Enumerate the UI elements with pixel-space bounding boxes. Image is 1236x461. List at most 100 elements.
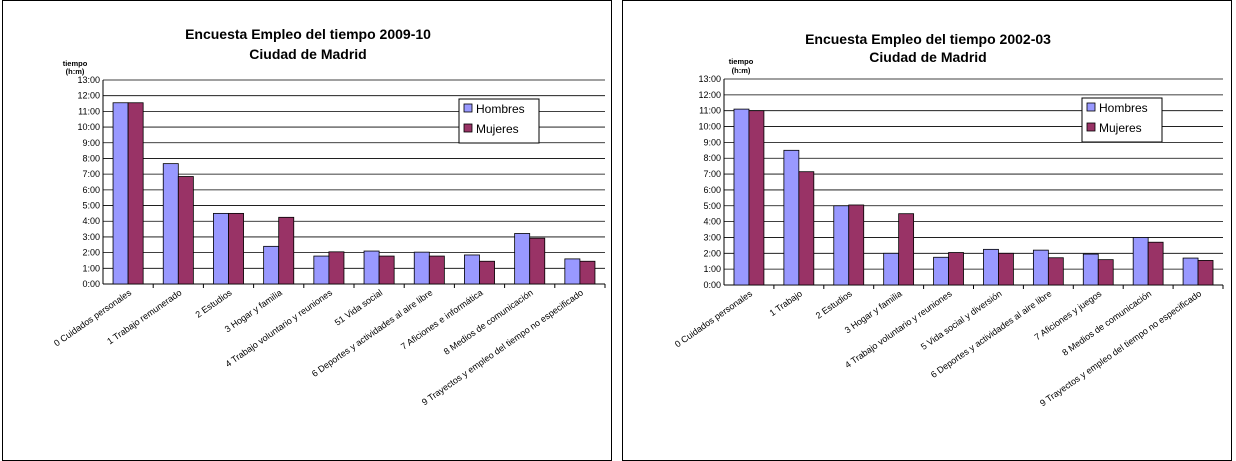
bar-hombres-7: [1082, 253, 1099, 286]
bar-hombres-5: [983, 248, 999, 286]
bar-mujeres-2: [228, 212, 244, 285]
chart-subtitle: Ciudad de Madrid: [869, 49, 986, 65]
y-tick-label: 9:00: [703, 137, 721, 147]
chart-title: Encuesta Empleo del tiempo 2002-03: [805, 31, 1051, 47]
bar-mujeres-6: [428, 255, 445, 285]
chart-panel-2002-03: Encuesta Empleo del tiempo 2002-03 Ciudad…: [622, 0, 1232, 461]
y-tick-label: 13:00: [77, 75, 100, 85]
bar-mujeres-4: [328, 251, 345, 285]
bar-mujeres-8: [529, 237, 546, 285]
y-tick-label: 6:00: [703, 185, 721, 195]
chart-subtitle: Ciudad de Madrid: [249, 46, 366, 62]
y-axis-unit: (h:m): [732, 66, 751, 75]
bar-hombres-2: [833, 205, 850, 286]
bar-mujeres-8: [1147, 241, 1164, 286]
legend-label-mujeres: Mujeres: [476, 122, 519, 136]
bar-hombres-7: [464, 254, 480, 285]
legend-swatch-mujeres: [463, 123, 473, 133]
legend-label-hombres: Hombres: [476, 102, 525, 116]
y-tick-label: 8:00: [703, 153, 721, 163]
bar-hombres-0: [112, 102, 129, 285]
x-category-label: 7 Aficiones e informática: [399, 287, 485, 351]
y-tick-label: 6:00: [82, 185, 100, 195]
y-tick-label: 13:00: [698, 74, 721, 84]
bar-hombres-6: [1032, 249, 1049, 286]
y-tick-label: 2:00: [703, 248, 721, 258]
y-tick-label: 3:00: [82, 232, 100, 242]
bar-hombres-8: [514, 233, 531, 285]
bar-hombres-2: [213, 212, 229, 285]
bar-hombres-9: [1182, 257, 1199, 286]
chart-svg: Encuesta Empleo del tiempo 2002-03 Ciudad…: [673, 31, 1224, 408]
bar-mujeres-0: [748, 110, 765, 286]
x-category-label: 8 Medios de comunicación: [1060, 288, 1153, 357]
y-tick-label: 5:00: [82, 201, 100, 211]
chart-title: Encuesta Empleo del tiempo 2009-10: [185, 26, 431, 42]
bar-mujeres-1: [798, 171, 815, 286]
bar-hombres-0: [733, 108, 750, 286]
bar-hombres-4: [313, 255, 330, 285]
bar-mujeres-6: [1047, 257, 1064, 286]
legend-swatch-hombres: [463, 103, 473, 113]
x-category-label: 2 Estudios: [814, 288, 855, 321]
bar-mujeres-5: [378, 255, 395, 285]
bar-mujeres-9: [1197, 260, 1214, 286]
y-tick-label: 7:00: [82, 169, 100, 179]
y-tick-label: 10:00: [698, 122, 721, 132]
bar-hombres-4: [933, 256, 949, 286]
y-tick-label: 11:00: [78, 106, 100, 116]
bar-mujeres-0: [127, 102, 144, 285]
y-tick-label: 5:00: [703, 201, 721, 211]
bar-mujeres-3: [278, 216, 295, 285]
legend-swatch-mujeres: [1086, 122, 1096, 132]
x-category-label: 51 Vida social: [333, 287, 385, 327]
x-category-label: 4 Trabajo voluntario y reuniones: [223, 287, 334, 369]
y-tick-label: 0:00: [82, 279, 100, 289]
bar-hombres-5: [363, 250, 380, 285]
bar-mujeres-5: [998, 252, 1014, 286]
y-tick-label: 1:00: [703, 264, 721, 274]
y-axis-unit: (h:m): [66, 67, 85, 76]
x-category-label: 0 Cuidados personales: [673, 288, 755, 349]
bar-mujeres-7: [479, 260, 495, 285]
y-tick-label: 2:00: [82, 248, 100, 258]
legend-label-hombres: Hombres: [1099, 101, 1148, 115]
y-tick-label: 12:00: [77, 91, 100, 101]
legend-swatch-hombres: [1086, 102, 1096, 112]
y-tick-label: 7:00: [703, 169, 721, 179]
y-tick-label: 3:00: [703, 232, 721, 242]
bar-hombres-1: [162, 163, 179, 285]
bar-mujeres-9: [579, 260, 596, 285]
y-tick-label: 9:00: [82, 138, 100, 148]
bar-hombres-3: [263, 245, 280, 285]
bar-hombres-6: [413, 251, 430, 285]
bar-mujeres-7: [1097, 259, 1114, 286]
bar-hombres-8: [1132, 237, 1149, 286]
bar-mujeres-3: [898, 213, 915, 286]
y-tick-label: 4:00: [82, 216, 100, 226]
x-category-label: 1 Trabajo: [768, 288, 804, 318]
y-tick-label: 4:00: [703, 217, 721, 227]
y-tick-label: 8:00: [82, 153, 100, 163]
bar-hombres-3: [883, 252, 900, 286]
y-tick-label: 10:00: [77, 122, 100, 132]
bar-mujeres-2: [848, 204, 865, 286]
chart-svg: Encuesta Empleo del tiempo 2009-10 Ciudad…: [52, 26, 606, 407]
x-category-label: 4 Trabajo voluntario y reuniones: [843, 288, 954, 370]
y-axis-label: tiempo: [63, 59, 88, 68]
y-axis-label: tiempo: [729, 57, 754, 66]
legend-label-mujeres: Mujeres: [1099, 121, 1142, 135]
chart-panel-2009-10: Encuesta Empleo del tiempo 2009-10 Ciudad…: [2, 0, 612, 461]
x-category-label: 8 Medios de comunicación: [442, 287, 535, 356]
y-tick-label: 1:00: [82, 263, 100, 273]
x-category-label: 0 Cuidados personales: [52, 287, 134, 348]
bar-mujeres-1: [177, 176, 194, 285]
y-tick-label: 12:00: [698, 90, 721, 100]
bar-hombres-9: [564, 258, 581, 285]
y-tick-label: 0:00: [703, 280, 721, 290]
bar-mujeres-4: [948, 252, 964, 286]
x-category-label: 5 Vida social y diversión: [919, 288, 1004, 351]
y-tick-label: 11:00: [699, 106, 721, 116]
bar-hombres-1: [783, 149, 800, 286]
x-category-label: 2 Estudios: [193, 287, 234, 320]
